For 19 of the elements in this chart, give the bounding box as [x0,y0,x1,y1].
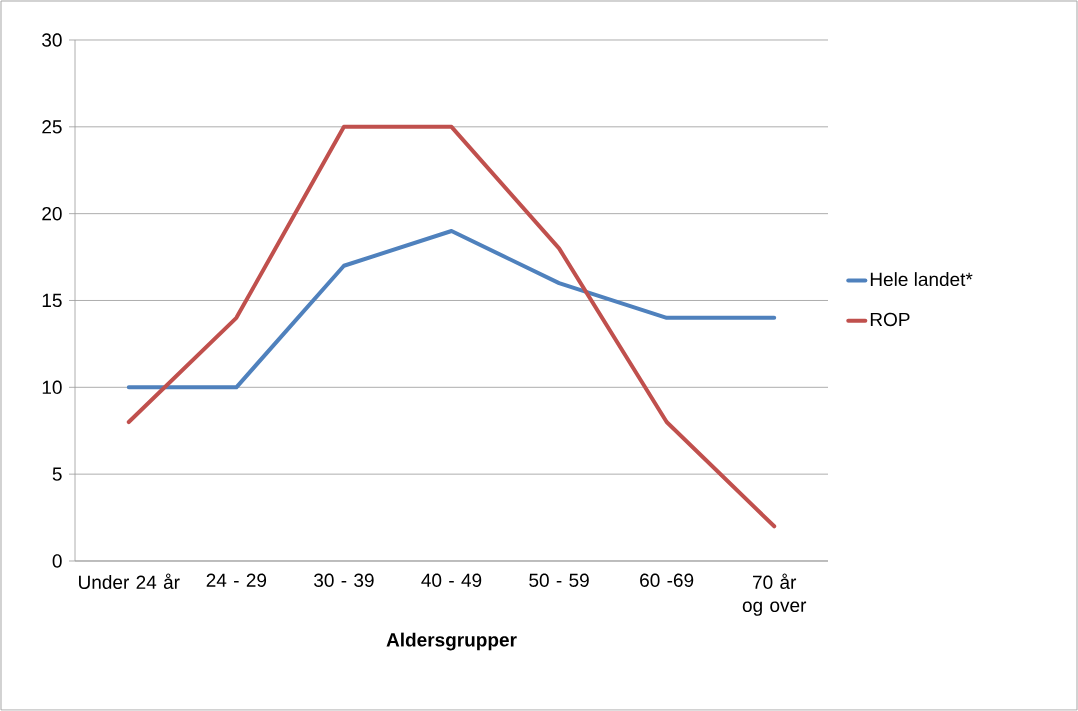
legend-label: Hele landet* [870,272,973,287]
y-tick-label: 5 [52,467,62,481]
x-tick-label: 30 - 39 [314,573,374,587]
y-tick-label: 0 [52,554,62,568]
y-tick-label: 20 [42,206,62,221]
y-tick-label: 15 [42,293,62,308]
x-tick-label: 50 - 59 [529,573,589,587]
x-tick-label: 40 - 49 [421,573,482,587]
line-series [126,229,777,390]
line-series [126,124,777,529]
x-tick-label: 70 år og over [742,573,807,616]
y-tick-label: 30 [42,33,62,47]
y-tick-label: 10 [42,380,62,395]
y-tick-label: 25 [42,120,62,134]
legend-label: ROP [870,312,910,327]
x-axis-title: Aldersgrupper [386,632,517,651]
x-tick-label: 24 - 29 [206,573,267,587]
x-tick-label: 60 -69 [640,573,694,587]
x-tick-label: Under 24 år [79,573,180,590]
